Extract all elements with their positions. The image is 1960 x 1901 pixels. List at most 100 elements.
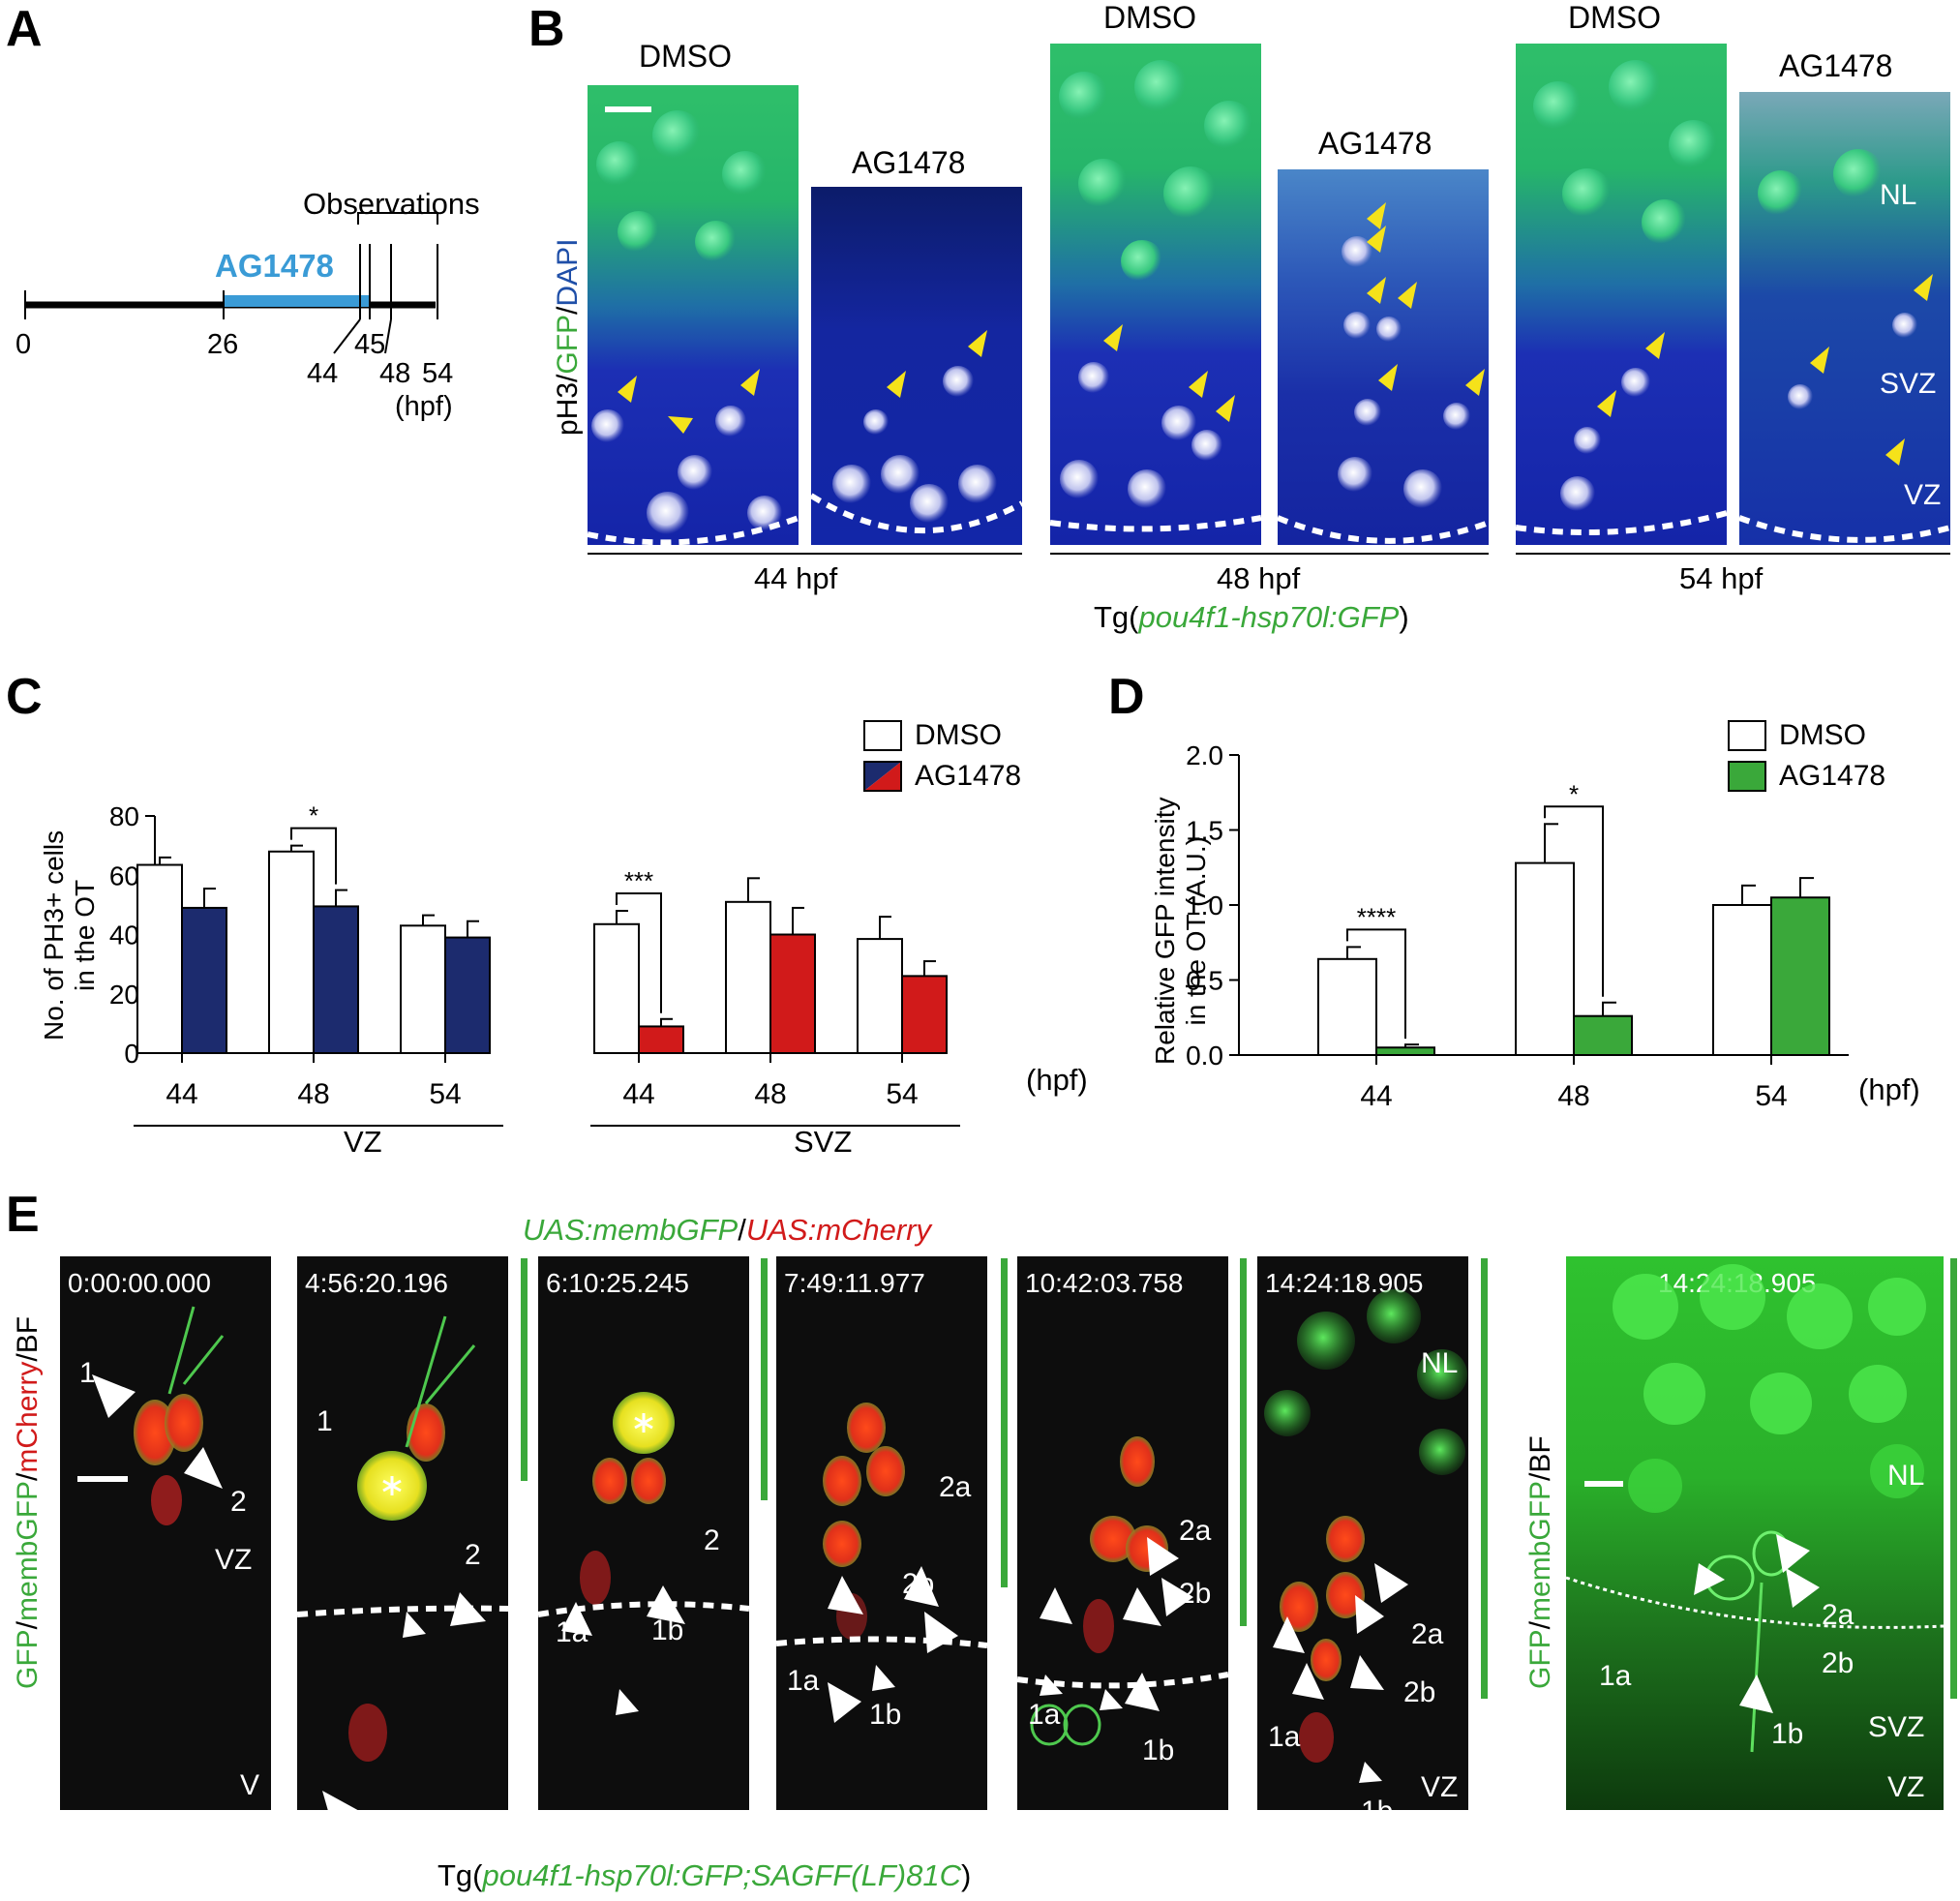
c-legend-box-ag-red xyxy=(864,762,901,791)
c-legend-box-dmso xyxy=(863,720,902,751)
c-legend-ag1478: AG1478 xyxy=(915,760,1022,792)
c-ytick-label: 60 xyxy=(109,860,139,890)
e-f1-label-2: 2 xyxy=(230,1486,247,1518)
timestamp-3: 6:10:25.245 xyxy=(546,1268,689,1298)
c-ytick-label: 0 xyxy=(124,1039,139,1069)
c-legend-dmso: DMSO xyxy=(915,719,1002,751)
c-xtick-label: 54 xyxy=(886,1078,918,1110)
c-ytick-label: 80 xyxy=(109,801,139,831)
c-bar xyxy=(136,863,183,1054)
c-xtick-label: 44 xyxy=(166,1078,197,1110)
panel-e-overlay xyxy=(59,1258,1957,1829)
c-ytick-label: 20 xyxy=(109,980,139,1010)
e-f6-label-2b: 2b xyxy=(1403,1676,1436,1708)
panel-c-label: C xyxy=(6,669,43,725)
timeline-unit: (hpf) xyxy=(395,391,453,422)
observations-label: Observations xyxy=(303,187,480,221)
timestamp-2: 4:56:20.196 xyxy=(305,1268,448,1298)
b-time-48: 48 hpf xyxy=(1217,561,1301,595)
e-f3-label-1a: 1a xyxy=(556,1616,588,1648)
ph3-nuclei xyxy=(591,236,1917,534)
e-f5-label-2a: 2a xyxy=(1179,1515,1212,1547)
e-f2-label-2: 2 xyxy=(465,1539,481,1571)
b-cond-1: DMSO xyxy=(639,39,732,74)
c-bar xyxy=(444,936,491,1054)
e-f4-label-1b: 1b xyxy=(869,1699,902,1731)
d-legend-dmso: DMSO xyxy=(1779,719,1866,751)
observation-bracket xyxy=(357,212,438,225)
b-cond-5: DMSO xyxy=(1568,0,1661,35)
e-f7-vz: VZ xyxy=(1887,1771,1925,1803)
drug-bar xyxy=(223,295,370,307)
c-xtick-label: 54 xyxy=(429,1078,461,1110)
b-cond-3: DMSO xyxy=(1103,0,1196,35)
e-f7-svz: SVZ xyxy=(1868,1711,1925,1743)
e-header: UAS:membGFP/UAS:mCherry xyxy=(523,1213,932,1247)
e-f5-label-1b: 1b xyxy=(1142,1735,1175,1766)
e-f4-label-2a: 2a xyxy=(939,1471,972,1503)
tick-26: 26 xyxy=(207,329,239,360)
zone-svz: SVZ xyxy=(1880,368,1937,400)
d-bar xyxy=(1375,1046,1435,1056)
frame-4: 7:49:11.977 xyxy=(776,1256,987,1810)
e-f3-label-2: 2 xyxy=(704,1524,720,1556)
timestamp-4: 7:49:11.977 xyxy=(784,1268,925,1298)
c-sig-bracket xyxy=(290,827,337,885)
d-ytick-label: 2.0 xyxy=(1186,740,1223,770)
panel-b-label: B xyxy=(528,1,565,57)
drug-label: AG1478 xyxy=(215,248,334,284)
e-f4-label-1a: 1a xyxy=(787,1665,820,1697)
c-bar xyxy=(725,900,771,1054)
e-f3-label-1b: 1b xyxy=(651,1614,684,1646)
tick-48: 48 xyxy=(379,358,411,389)
b-transgene: Tg(pou4f1-hsp70l:GFP) xyxy=(1094,600,1409,634)
d-xtick-label: 44 xyxy=(1360,1080,1392,1112)
c-legend-box-ag xyxy=(863,761,902,792)
c-bar xyxy=(181,906,227,1054)
c-sig-mark: * xyxy=(309,801,318,830)
tick-54: 54 xyxy=(422,358,454,389)
b-time-44: 44 hpf xyxy=(754,561,838,595)
apical-dashed-lines xyxy=(587,493,1951,546)
e-f7-nl: NL xyxy=(1887,1460,1925,1492)
green-somata xyxy=(596,60,1884,283)
e-f6-vz: VZ xyxy=(1421,1771,1459,1803)
scale-bar xyxy=(605,106,651,112)
e-f6-label-2a: 2a xyxy=(1411,1618,1444,1650)
panel-d-label: D xyxy=(1108,669,1145,725)
panel-a-label: A xyxy=(6,1,43,57)
e-f7-label-2b: 2b xyxy=(1822,1647,1854,1679)
d-bar xyxy=(1770,896,1830,1056)
panel-e-label: E xyxy=(6,1187,40,1243)
e-f6-label-1b: 1b xyxy=(1361,1795,1394,1827)
e-f7-label-2a: 2a xyxy=(1822,1599,1854,1631)
timestamp-5: 10:42:03.758 xyxy=(1025,1268,1184,1298)
zone-nl: NL xyxy=(1880,179,1917,211)
e-transgene: Tg(pou4f1-hsp70l:GFP;SAGFF(LF)81C) xyxy=(437,1858,972,1892)
d-legend-box-ag xyxy=(1728,761,1766,792)
d-bar xyxy=(1317,957,1377,1056)
c-bar xyxy=(857,938,903,1054)
c-sig-bracket xyxy=(616,892,662,1013)
c-bar xyxy=(901,975,948,1054)
d-bar xyxy=(1712,904,1772,1056)
d-xtick-label: 54 xyxy=(1755,1080,1787,1112)
e-f1-vz: VZ xyxy=(215,1544,253,1576)
e-f5-label-1a: 1a xyxy=(1028,1699,1061,1731)
frame-1: 0:00:00.000 xyxy=(60,1256,271,1810)
tick-0: 0 xyxy=(15,329,32,360)
b-time-54: 54 hpf xyxy=(1679,561,1764,595)
d-xtick-label: 48 xyxy=(1557,1080,1589,1112)
d-ytick-label: 1.5 xyxy=(1186,816,1223,846)
d-ytick-label: 0.0 xyxy=(1186,1041,1223,1071)
e-f6-nl: NL xyxy=(1421,1347,1459,1379)
c-xtick-label: 48 xyxy=(754,1078,786,1110)
e-f1-label-1: 1 xyxy=(79,1357,96,1389)
c-bar xyxy=(400,924,446,1054)
d-sig-bracket xyxy=(1346,928,1406,1040)
e-f7-label-1a: 1a xyxy=(1599,1660,1632,1692)
b-cond-2: AG1478 xyxy=(852,145,966,180)
c-unit: (hpf) xyxy=(1026,1063,1088,1097)
chart-d: 0.00.51.01.52.044 48 54***** xyxy=(1186,720,1849,1112)
e-f4-label-2b: 2b xyxy=(902,1568,935,1600)
